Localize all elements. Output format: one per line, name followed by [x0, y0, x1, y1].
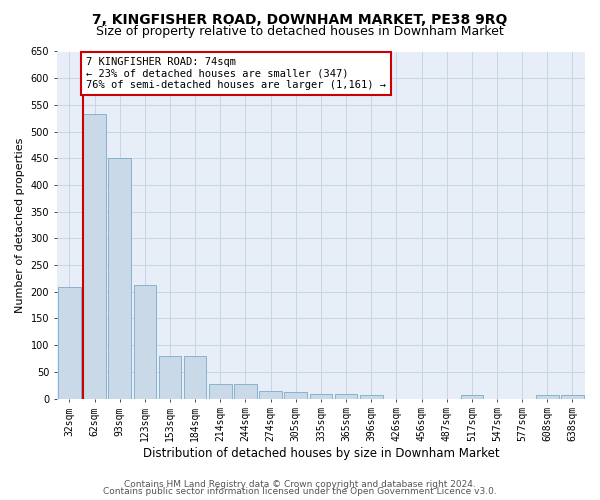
- Text: 7, KINGFISHER ROAD, DOWNHAM MARKET, PE38 9RQ: 7, KINGFISHER ROAD, DOWNHAM MARKET, PE38…: [92, 12, 508, 26]
- Bar: [561, 396, 584, 398]
- Bar: [360, 396, 383, 398]
- Bar: [310, 394, 332, 398]
- Bar: [209, 384, 232, 398]
- Y-axis label: Number of detached properties: Number of detached properties: [15, 138, 25, 312]
- Bar: [58, 288, 81, 399]
- Bar: [83, 114, 106, 399]
- Bar: [109, 158, 131, 398]
- Bar: [284, 392, 307, 398]
- Bar: [234, 384, 257, 398]
- Bar: [158, 356, 181, 399]
- Bar: [184, 356, 206, 399]
- Text: 7 KINGFISHER ROAD: 74sqm
← 23% of detached houses are smaller (347)
76% of semi-: 7 KINGFISHER ROAD: 74sqm ← 23% of detach…: [86, 57, 386, 90]
- Text: Size of property relative to detached houses in Downham Market: Size of property relative to detached ho…: [96, 25, 504, 38]
- Bar: [536, 396, 559, 398]
- Bar: [335, 394, 358, 398]
- Text: Contains HM Land Registry data © Crown copyright and database right 2024.: Contains HM Land Registry data © Crown c…: [124, 480, 476, 489]
- Bar: [259, 390, 282, 398]
- X-axis label: Distribution of detached houses by size in Downham Market: Distribution of detached houses by size …: [143, 447, 499, 460]
- Bar: [461, 396, 483, 398]
- Bar: [134, 286, 156, 399]
- Text: Contains public sector information licensed under the Open Government Licence v3: Contains public sector information licen…: [103, 487, 497, 496]
